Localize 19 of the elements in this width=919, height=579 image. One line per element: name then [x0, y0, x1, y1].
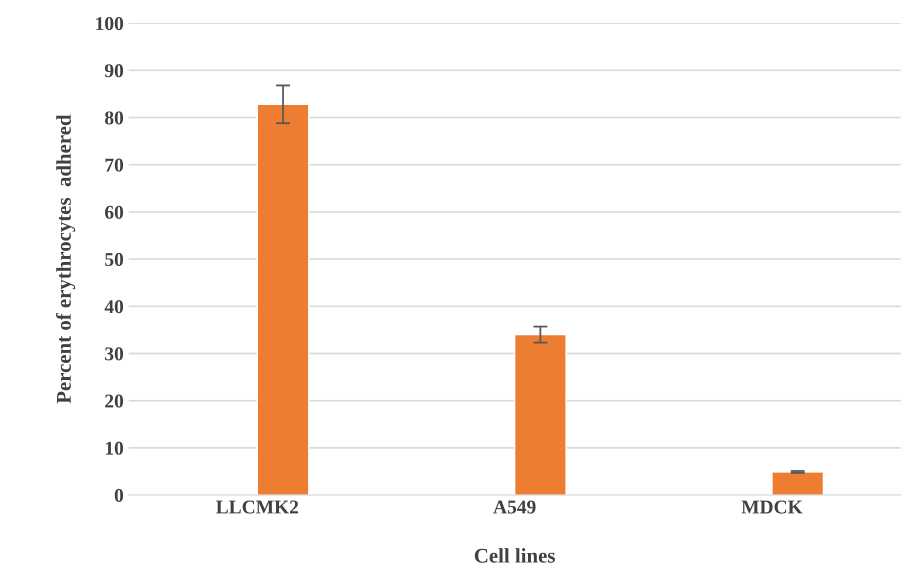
y-tick-label: 60 [105, 206, 124, 219]
bar [771, 471, 824, 496]
y-axis-title: Percent of erythrocytes adhered [56, 114, 76, 404]
x-tick-label: LLCMK2 [216, 500, 298, 514]
y-tick-label: 80 [105, 111, 124, 124]
bar [256, 104, 310, 496]
x-tick-label: MDCK [742, 500, 803, 514]
y-tick-label: 0 [114, 488, 124, 502]
y-tick-label: 50 [105, 252, 124, 266]
x-tick-label: A549 [493, 500, 536, 514]
y-tick-label: 90 [104, 64, 124, 78]
y-tick-label: 40 [104, 300, 124, 314]
y-tick-label: 30 [105, 347, 124, 360]
y-tick-label: 10 [106, 442, 124, 455]
y-tick-label: 100 [96, 16, 124, 30]
y-tick-label: 70 [105, 158, 124, 172]
bar [514, 334, 567, 496]
x-axis-title: Cell lines [474, 548, 555, 563]
y-tick-label: 20 [105, 394, 124, 408]
